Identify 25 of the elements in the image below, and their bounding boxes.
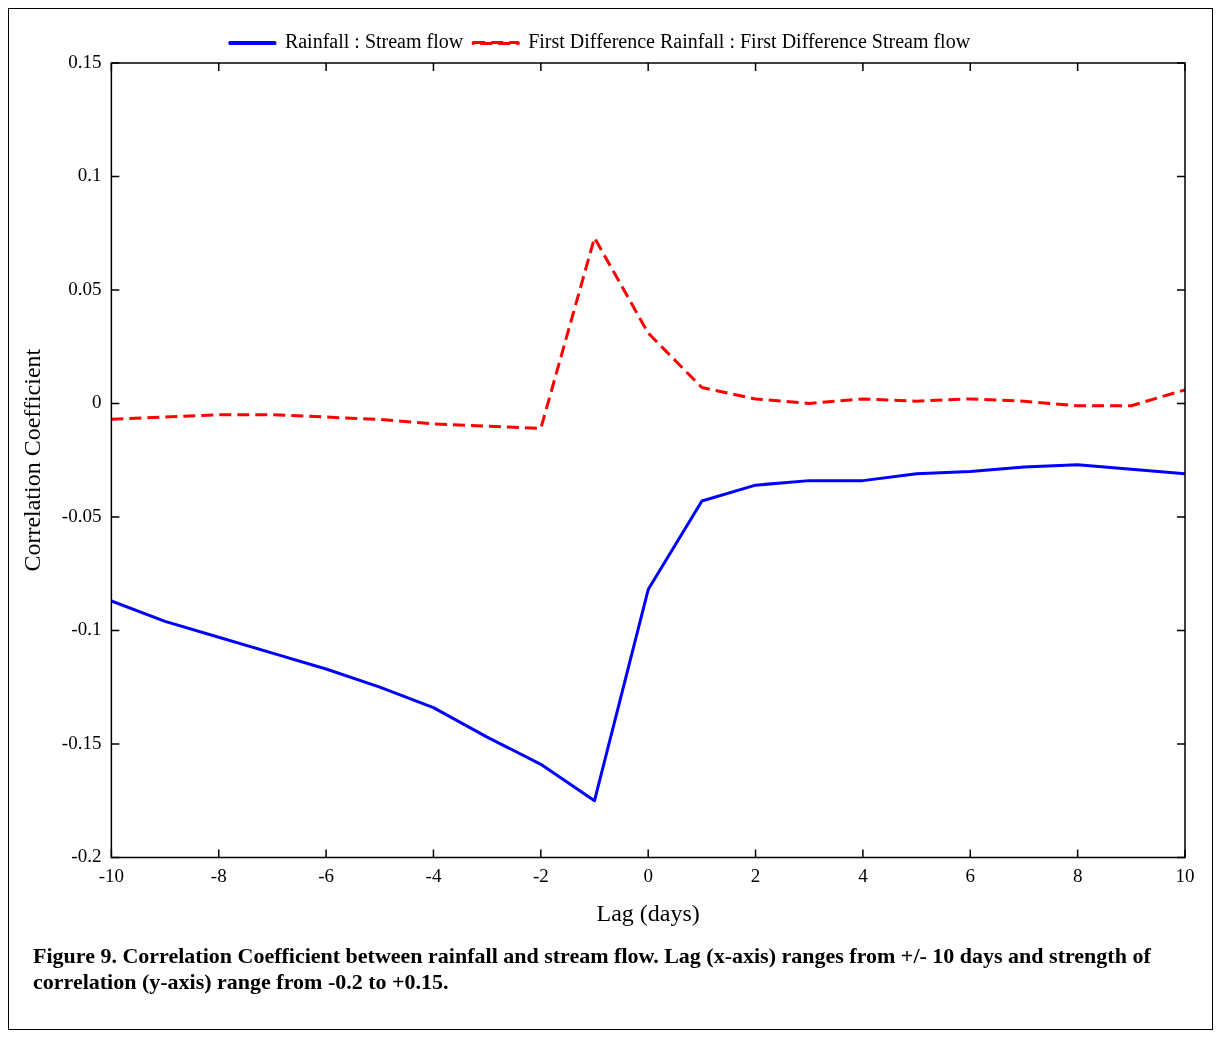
y-tick-label: -0.05	[61, 504, 102, 526]
x-tick-label: -6	[318, 864, 335, 886]
x-tick-label: 6	[965, 864, 976, 886]
y-tick-label: -0.15	[61, 731, 102, 753]
y-tick-label: 0.1	[77, 164, 102, 186]
y-tick-label: 0.05	[68, 277, 102, 299]
y-tick-label: -0.2	[71, 845, 102, 867]
x-tick-label: -4	[425, 864, 442, 886]
x-tick-label: 0	[643, 864, 653, 886]
x-tick-label: -8	[210, 864, 227, 886]
x-tick-label: 4	[858, 864, 869, 886]
x-tick-label: -2	[532, 864, 549, 886]
x-tick-label: 8	[1072, 864, 1083, 886]
legend-label: Rainfall : Stream flow	[284, 30, 464, 53]
x-tick-label: 2	[750, 864, 761, 886]
line-series	[111, 236, 1185, 430]
y-tick-label: 0.15	[68, 50, 102, 72]
y-tick-label: -0.1	[71, 618, 102, 640]
y-tick-label: 0	[91, 391, 102, 413]
y-axis-title: Correlation Coefficient	[18, 348, 45, 572]
x-tick-label: -10	[98, 864, 125, 886]
legend-label: First Difference Rainfall : First Difference Stream flow	[528, 30, 971, 53]
caption: Figure 9. Correlation Coefficient between rainfall and stream flow. Lag (x-axis) ranges from +/- 10 days and strength of correlation (y-axis) range from -0.2 to +0.15.	[33, 943, 1152, 995]
x-tick-label: 10	[1175, 864, 1195, 886]
x-axis-title: Lag (days)	[596, 899, 700, 926]
